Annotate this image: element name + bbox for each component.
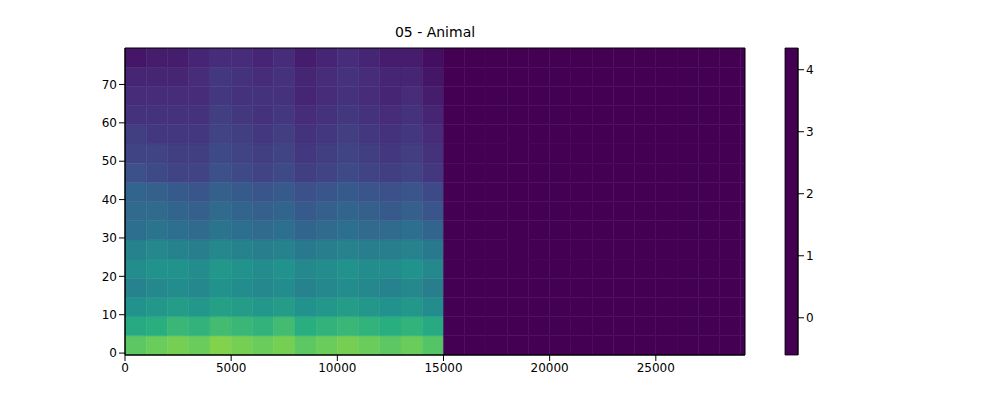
svg-text:15000: 15000 — [424, 361, 462, 375]
svg-text:5000: 5000 — [216, 361, 247, 375]
html-text:05 - Animal: 05 - Animal — [394, 24, 476, 40]
svg-text:3: 3 — [806, 125, 814, 139]
svg-text:4: 4 — [806, 63, 814, 77]
svg-text:25000: 25000 — [637, 361, 675, 375]
svg-text:2: 2 — [806, 187, 814, 201]
svg-text:60: 60 — [102, 116, 117, 130]
svg-text:0: 0 — [109, 346, 117, 360]
svg-text:20: 20 — [102, 270, 117, 284]
svg-text:0: 0 — [806, 311, 814, 325]
svg-text:1: 1 — [806, 249, 814, 263]
svg-text:50: 50 — [102, 154, 117, 168]
svg-text:40: 40 — [102, 193, 117, 207]
svg-text:20000: 20000 — [531, 361, 569, 375]
svg-text:10000: 10000 — [318, 361, 356, 375]
svg-text:0: 0 — [121, 361, 129, 375]
svg-text:10: 10 — [102, 308, 117, 322]
svg-text:70: 70 — [102, 78, 117, 92]
svg-text:30: 30 — [102, 231, 117, 245]
